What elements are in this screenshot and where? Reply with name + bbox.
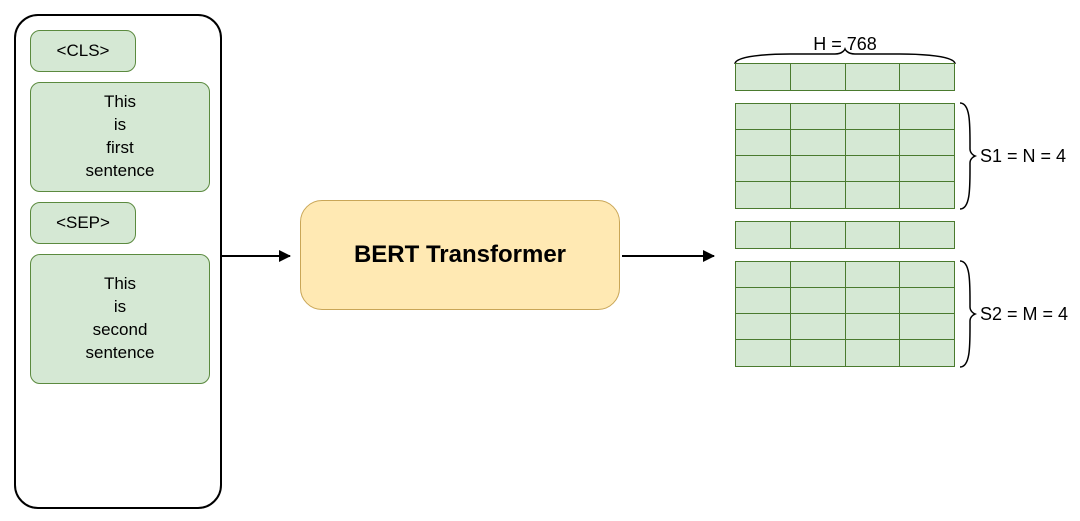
sentence1-word: sentence <box>86 160 155 183</box>
output-grid-area <box>735 63 955 367</box>
sentence1-word: This <box>104 91 136 114</box>
s2-brace <box>958 261 974 367</box>
output-block-s2 <box>735 261 955 367</box>
grid-cell <box>791 64 846 90</box>
cls-token: <CLS> <box>30 30 136 72</box>
sentence1-word: is <box>114 114 126 137</box>
sentence1-word: first <box>106 137 133 160</box>
sentence2-token: This is second sentence <box>30 254 210 384</box>
output-block-s1 <box>735 103 955 209</box>
bert-label: BERT Transformer <box>354 241 566 269</box>
s2-label: S2 = M = 4 <box>980 304 1068 325</box>
s1-brace <box>958 103 974 209</box>
sentence1-token: This is first sentence <box>30 82 210 192</box>
arrow-input-to-model <box>222 255 290 257</box>
bert-transformer-box: BERT Transformer <box>300 200 620 310</box>
sentence2-word: is <box>114 296 126 319</box>
cls-token-text: <CLS> <box>57 40 110 63</box>
grid-cell <box>846 64 901 90</box>
arrow-model-to-output <box>622 255 714 257</box>
sep-token-text: <SEP> <box>56 212 110 235</box>
output-block-cls <box>735 63 955 91</box>
grid-cell <box>900 64 954 90</box>
grid-cell <box>736 64 791 90</box>
sentence2-word: second <box>93 319 148 342</box>
sentence2-word: sentence <box>86 342 155 365</box>
sentence2-word: This <box>104 273 136 296</box>
output-block-sep <box>735 221 955 249</box>
sep-token: <SEP> <box>30 202 136 244</box>
input-token-container: <CLS> This is first sentence <SEP> This … <box>14 14 222 509</box>
s1-label: S1 = N = 4 <box>980 146 1066 167</box>
